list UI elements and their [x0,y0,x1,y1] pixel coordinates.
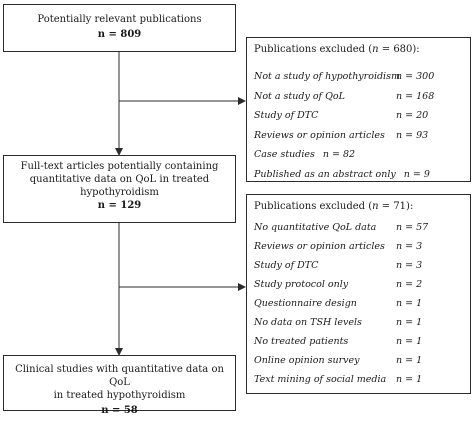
exclusion-reason-count: n = 2 [396,279,423,290]
exclusion-reason-count: n = 20 [396,110,429,121]
exclusion-reason-count: n = 1 [396,298,423,309]
exclusion-reason-label: Not a study of hypothyroidism [254,71,400,82]
box-excluded-second: Publications excluded (n = 71): No quant… [246,194,471,394]
box-full-text-articles: Full-text articles potentially containin… [3,155,236,223]
exclusion-reason-label: Text mining of social media [254,374,387,385]
excluded2-title: Publications excluded (n = 71): [254,201,414,212]
exclusion-reason-label: No treated patients [254,336,349,347]
exclusion-reason-count: n = 1 [396,355,423,366]
exclusion-reason-label: Published as an abstract only [254,168,396,180]
exclusion-reason-count: n = 1 [396,374,423,385]
exclusion-reason-label: No quantitative QoL data [254,222,377,233]
exclusion-reason-count: n = 1 [396,336,423,347]
box3-title-line: in treated hypothyroidism [53,390,186,401]
exclusion-reason-count: n = 168 [396,90,435,102]
exclusion-reason-row: Published as an abstract only n = 9 [254,169,466,181]
exclusion-reason-row: Case studies n = 82 [254,149,466,161]
box3-title-line: Clinical studies with quantitative data … [15,364,224,388]
exclusion-reason-label: Study protocol only [254,279,349,290]
box-clinical-studies: Clinical studies with quantitative data … [3,355,236,416]
box1-count: n = 809 [97,29,142,40]
box1-title: Potentially relevant publications [37,14,202,25]
box3-count: n = 58 [101,405,138,416]
exclusion-reason-label: Questionnaire design [254,298,357,309]
box2-title-line: quantitative data on QoL in treated [29,174,210,185]
exclusion-reason-count: n = 1 [396,317,423,328]
exclusion-reason-count: n = 300 [396,71,435,82]
exclusion-reason-count: n = 3 [396,260,423,271]
exclusion-reason-label: Reviews or opinion articles [254,129,385,141]
exclusion-reason-count: n = 3 [396,241,423,252]
excluded1-title: Publications excluded (n = 680): [254,44,420,55]
exclusion-reason-label: Reviews or opinion articles [254,241,385,252]
exclusion-reason-label: No data on TSH levels [254,317,362,328]
box-excluded-first: Publications excluded (n = 680): Not a s… [246,37,471,182]
exclusion-reason-label: Study of DTC [254,260,319,271]
box2-count: n = 129 [97,200,142,211]
exclusion-reason-count: n = 93 [396,129,429,141]
exclusion-reason-count: n = 9 [403,168,430,180]
exclusion-reason-count: n = 82 [322,149,356,160]
exclusion-reason-label: Not a study of QoL [254,90,345,102]
exclusion-reason-label: Case studies [254,149,315,160]
box-potentially-relevant: Potentially relevant publications n = 80… [3,4,236,52]
exclusion-reason-label: Online opinion survey [254,355,360,366]
exclusion-reason-count: n = 57 [396,222,429,233]
exclusion-reason-label: Study of DTC [254,110,319,121]
box2-title-line: Full-text articles potentially containin… [20,161,219,172]
box2-title-line: hypothyroidism [80,187,159,198]
